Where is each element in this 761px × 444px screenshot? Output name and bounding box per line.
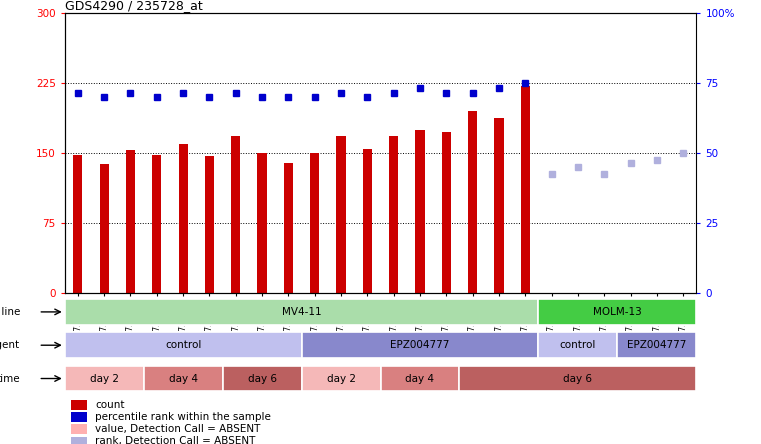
Text: EPZ004777: EPZ004777: [390, 340, 450, 350]
Bar: [249, 13, 275, 293]
Bar: [617, 332, 696, 358]
Text: cell line: cell line: [0, 307, 20, 317]
Text: day 2: day 2: [326, 373, 355, 384]
Text: day 6: day 6: [247, 373, 276, 384]
Bar: [152, 155, 161, 293]
Bar: [591, 13, 617, 293]
Text: day 2: day 2: [90, 373, 119, 384]
Text: count: count: [95, 400, 125, 410]
Bar: [301, 332, 539, 358]
Bar: [539, 299, 696, 325]
Bar: [468, 111, 477, 293]
Text: MOLM-13: MOLM-13: [593, 307, 642, 317]
Bar: [179, 144, 188, 293]
Bar: [363, 148, 372, 293]
Bar: [407, 13, 433, 293]
Bar: [223, 365, 301, 392]
Bar: [539, 332, 617, 358]
Bar: [65, 332, 301, 358]
Bar: [670, 13, 696, 293]
Bar: [71, 412, 87, 422]
Bar: [284, 163, 293, 293]
Bar: [231, 136, 240, 293]
Text: control: control: [559, 340, 596, 350]
Bar: [433, 13, 460, 293]
Bar: [441, 132, 451, 293]
Bar: [117, 13, 144, 293]
Bar: [257, 153, 266, 293]
Bar: [512, 13, 539, 293]
Bar: [389, 136, 398, 293]
Bar: [486, 13, 512, 293]
Bar: [539, 13, 565, 293]
Bar: [521, 86, 530, 293]
Bar: [644, 13, 670, 293]
Bar: [65, 13, 91, 293]
Bar: [144, 13, 170, 293]
Bar: [495, 118, 504, 293]
Bar: [354, 13, 380, 293]
Bar: [126, 151, 135, 293]
Text: EPZ004777: EPZ004777: [627, 340, 686, 350]
Bar: [223, 13, 249, 293]
Bar: [71, 400, 87, 409]
Text: day 6: day 6: [563, 373, 592, 384]
Bar: [565, 13, 591, 293]
Bar: [336, 136, 345, 293]
Bar: [65, 365, 144, 392]
Bar: [380, 13, 407, 293]
Bar: [196, 13, 222, 293]
Bar: [617, 13, 644, 293]
Bar: [328, 13, 354, 293]
Text: day 4: day 4: [406, 373, 435, 384]
Text: value, Detection Call = ABSENT: value, Detection Call = ABSENT: [95, 424, 260, 434]
Bar: [310, 153, 320, 293]
Text: day 4: day 4: [169, 373, 198, 384]
Text: rank, Detection Call = ABSENT: rank, Detection Call = ABSENT: [95, 436, 256, 444]
Bar: [73, 155, 82, 293]
Bar: [100, 164, 109, 293]
Bar: [65, 299, 539, 325]
Bar: [144, 365, 223, 392]
Text: control: control: [165, 340, 202, 350]
Bar: [275, 13, 301, 293]
Bar: [91, 13, 117, 293]
Bar: [71, 436, 87, 444]
Text: percentile rank within the sample: percentile rank within the sample: [95, 412, 271, 422]
Bar: [170, 13, 196, 293]
Bar: [71, 424, 87, 434]
Bar: [380, 365, 460, 392]
Bar: [301, 13, 328, 293]
Bar: [460, 365, 696, 392]
Text: GDS4290 / 235728_at: GDS4290 / 235728_at: [65, 0, 202, 12]
Bar: [301, 365, 380, 392]
Text: agent: agent: [0, 340, 20, 350]
Bar: [460, 13, 486, 293]
Bar: [416, 130, 425, 293]
Text: MV4-11: MV4-11: [282, 307, 321, 317]
Bar: [205, 156, 214, 293]
Text: time: time: [0, 373, 20, 384]
